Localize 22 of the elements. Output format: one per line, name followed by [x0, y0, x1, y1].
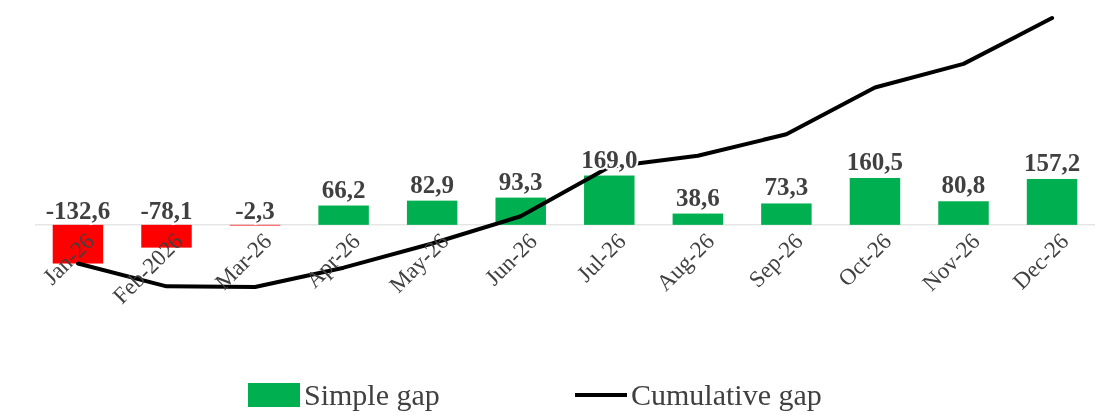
bar [672, 213, 724, 225]
data-label: 73,3 [764, 173, 809, 201]
bar [584, 175, 635, 225]
data-label: 80,8 [941, 171, 986, 199]
data-label: 93,3 [498, 167, 543, 195]
data-label: 82,9 [410, 170, 455, 198]
data-label: -2,3 [235, 196, 275, 224]
data-label: 38,6 [675, 183, 720, 211]
data-label: -132,6 [45, 196, 111, 224]
bar [849, 178, 901, 225]
bar [406, 200, 458, 225]
bar [761, 203, 812, 225]
bar [318, 205, 369, 225]
bar [938, 201, 989, 225]
data-label: 66,2 [321, 175, 366, 203]
data-label: 160,5 [846, 148, 904, 176]
bar [1026, 178, 1078, 225]
data-label: 157,2 [1023, 148, 1081, 176]
legend-label: Simple gap [304, 378, 440, 411]
data-label: -78,1 [140, 196, 193, 224]
data-label: 169,0 [581, 145, 638, 173]
legend-label: Cumulative gap [631, 378, 822, 411]
